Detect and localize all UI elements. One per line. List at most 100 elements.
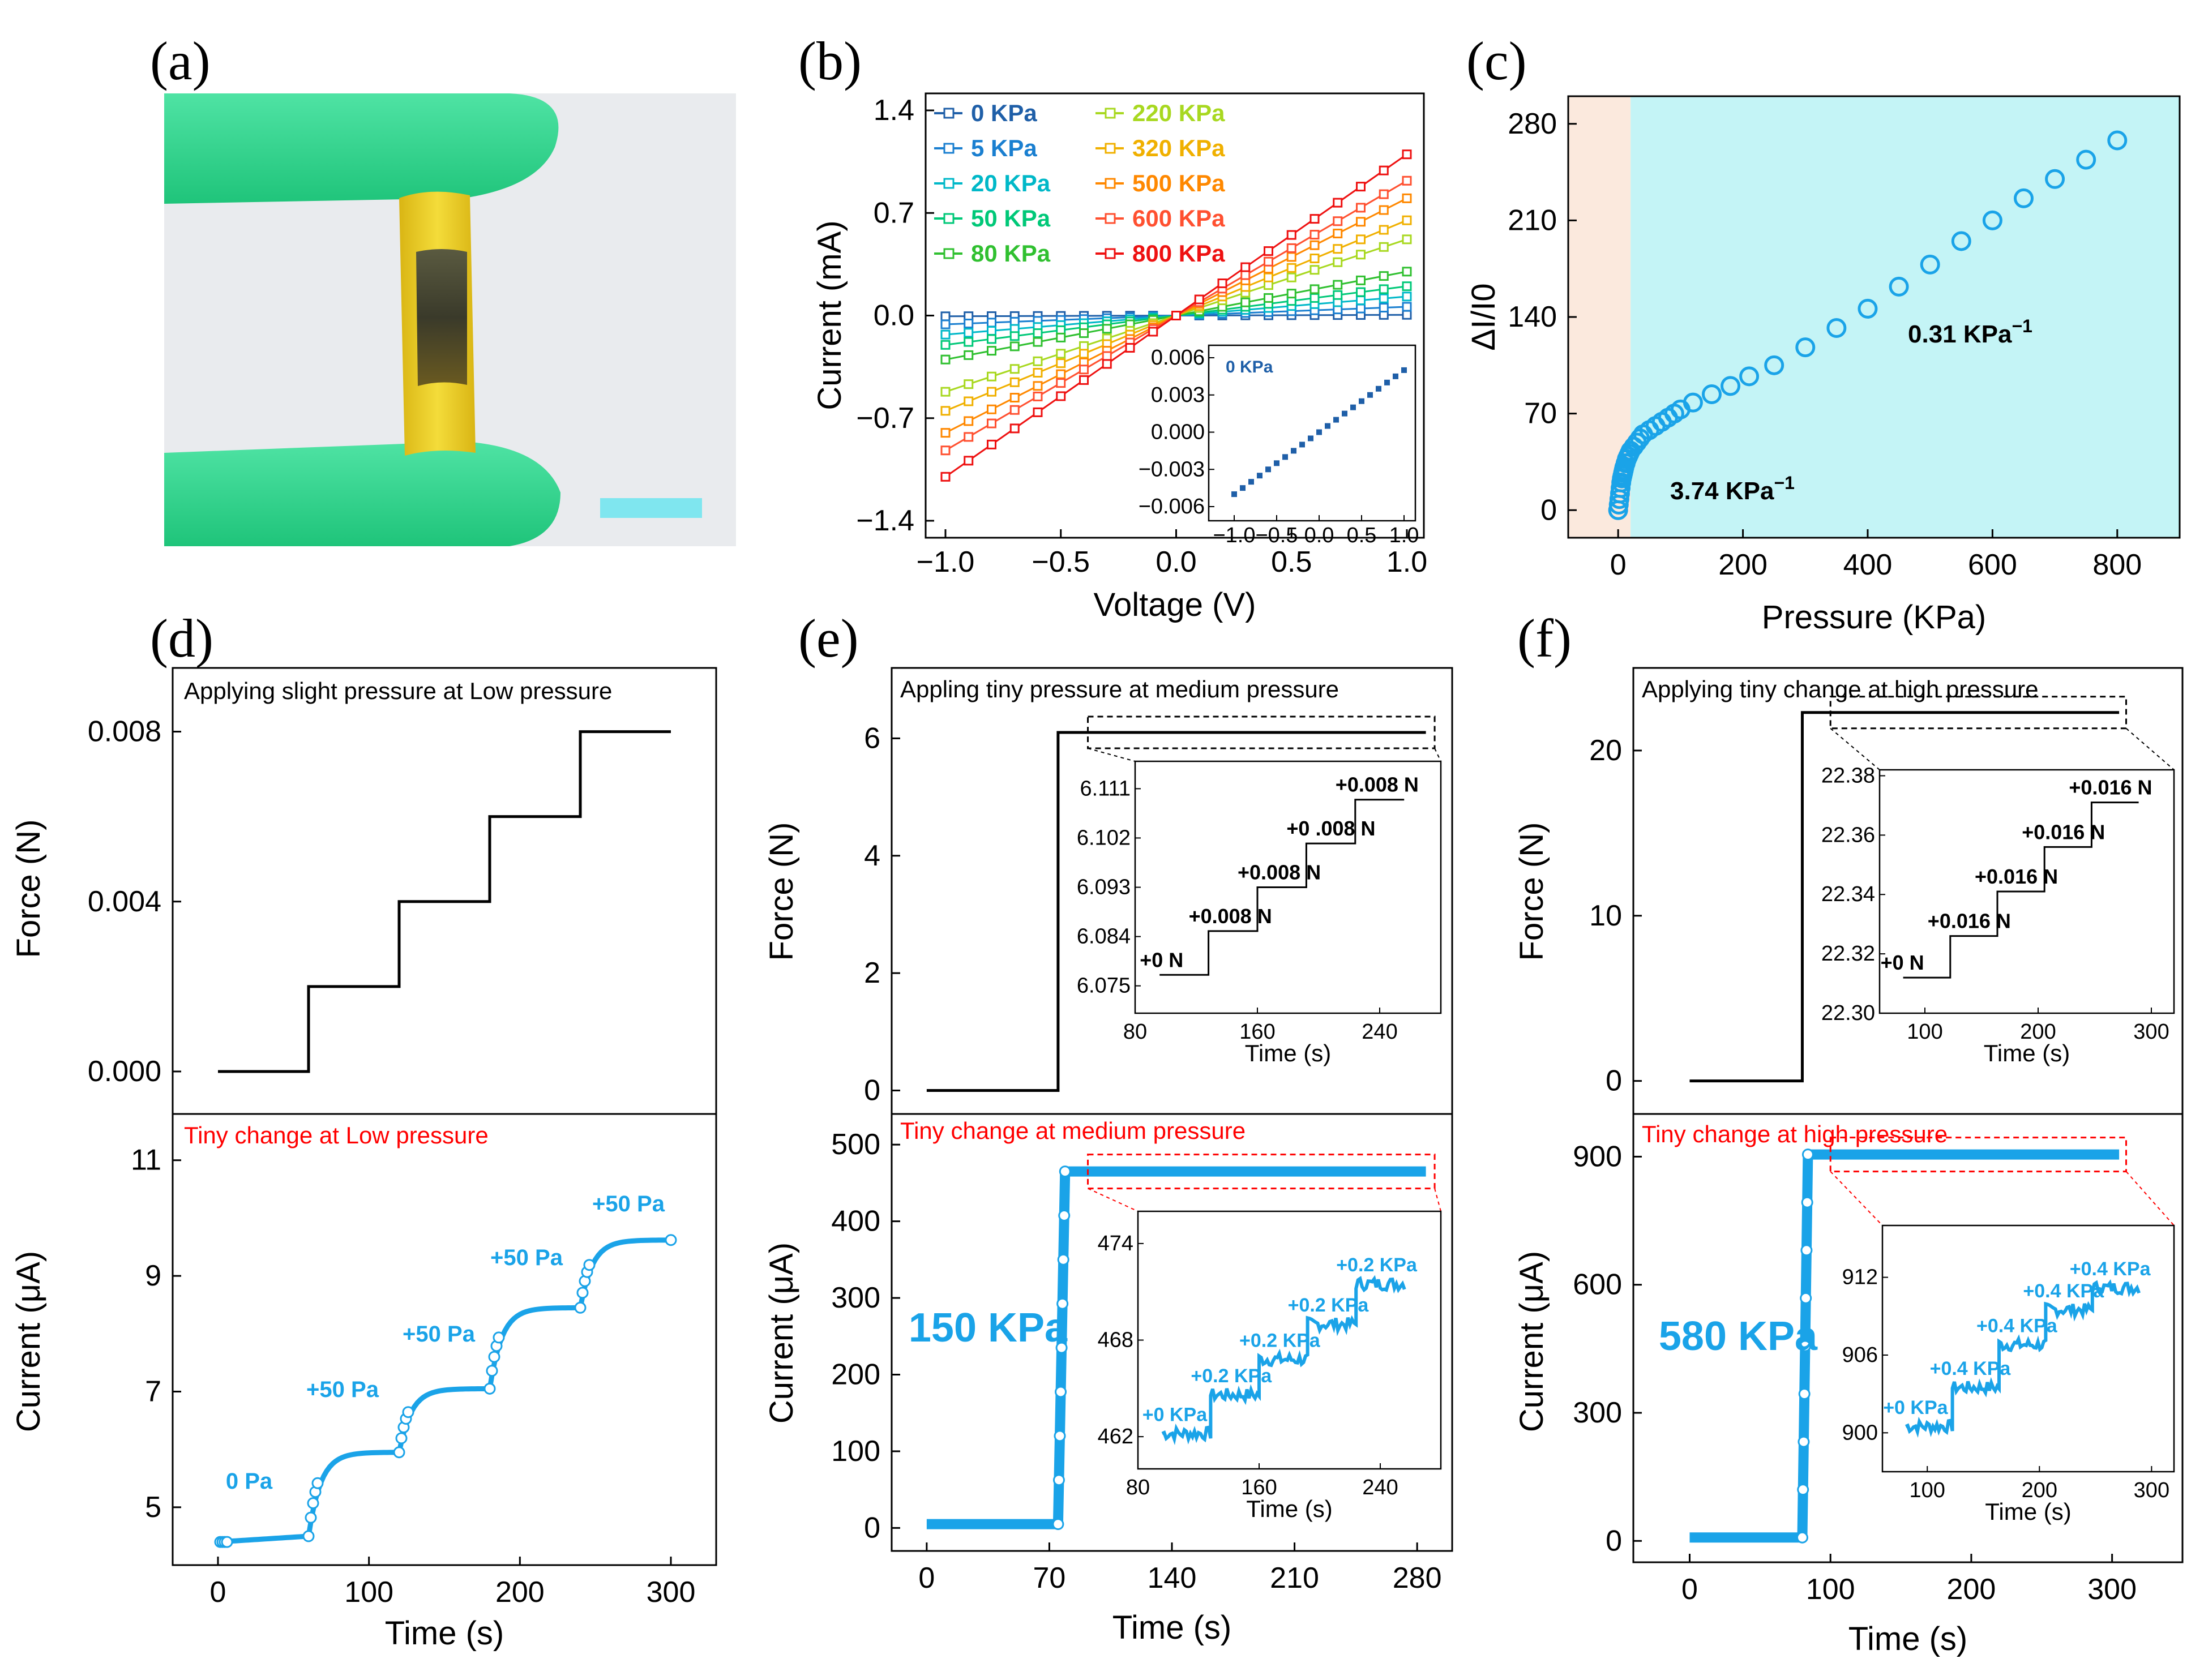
series-marker <box>987 439 996 449</box>
y-tick-label: 100 <box>831 1435 880 1468</box>
series-marker <box>1356 275 1366 285</box>
transition-marker <box>1052 1474 1065 1486</box>
inset-marker <box>1299 442 1305 448</box>
inset-y-tick-label: 6.111 <box>1080 777 1131 800</box>
inset-marker <box>1350 404 1356 410</box>
y-tick-label: 0.7 <box>874 196 914 229</box>
x-tick-label: 140 <box>1148 1562 1197 1595</box>
series-marker <box>1240 262 1251 272</box>
zoom-box <box>1829 1137 2128 1173</box>
series-marker <box>1402 193 1412 203</box>
transition-marker <box>486 1365 498 1377</box>
current-inset-line <box>1161 1275 1406 1446</box>
x-tick-label: 1.0 <box>1386 546 1427 578</box>
y-tick-label: 9 <box>145 1259 161 1292</box>
legend-swatch-marker <box>1105 143 1116 154</box>
series-marker <box>987 325 996 336</box>
transition-marker <box>311 1477 324 1489</box>
inset-x-tick-label: 0.5 <box>1347 524 1377 547</box>
inset-marker <box>1401 367 1407 373</box>
transition-marker <box>1797 1484 1809 1496</box>
inset-x-tick-label: 240 <box>1362 1476 1398 1499</box>
inset-y-tick-label: −0.006 <box>1139 495 1205 518</box>
inset-xlabel: Time (s) <box>1246 1495 1332 1522</box>
inset-marker <box>1325 423 1330 429</box>
transition-marker <box>305 1511 317 1524</box>
series-marker <box>1033 391 1043 401</box>
series-marker <box>1402 292 1412 302</box>
series-marker <box>1033 407 1043 417</box>
legend-swatch-marker <box>1105 248 1116 259</box>
x-tick-label: −0.5 <box>1032 546 1090 578</box>
series-marker <box>1333 244 1343 254</box>
x-tick-label: 0 <box>1681 1573 1698 1606</box>
transition-marker <box>1055 1386 1067 1398</box>
series-marker <box>1333 290 1343 300</box>
y-tick-label: 20 <box>1589 734 1622 767</box>
chart-f-current-title: Tiny change at high pressure <box>1642 1121 1948 1147</box>
zoom-connector <box>2125 1171 2175 1226</box>
inset-marker <box>1231 491 1237 498</box>
zoom-connector <box>1088 748 1136 762</box>
data-point <box>2107 130 2128 151</box>
chart-f-frame <box>1632 667 2184 1563</box>
y-tick-label: 0 <box>864 1074 880 1107</box>
y-tick-label: −1.4 <box>856 504 914 537</box>
inset-marker <box>1291 448 1296 454</box>
series-marker <box>1379 293 1389 303</box>
chart-e: Appling tiny pressure at medium pressure… <box>763 667 1453 1646</box>
transition-marker <box>1057 1253 1069 1266</box>
legend-swatch-marker <box>943 213 955 224</box>
series-marker <box>1171 311 1181 320</box>
current-step-label: +0.2 KPa <box>1288 1295 1370 1316</box>
series-marker <box>987 371 996 382</box>
series-marker <box>940 387 951 397</box>
current-step-label: +0.2 KPa <box>1336 1254 1418 1276</box>
inset-marker <box>1240 485 1246 491</box>
series-marker <box>1402 175 1412 186</box>
series-marker <box>987 346 996 356</box>
force-step-label: +0 .008 N <box>1286 817 1375 840</box>
series-marker <box>940 472 951 482</box>
data-point <box>1764 355 1784 375</box>
x-tick-label: 400 <box>1843 548 1893 581</box>
inset-marker <box>1282 454 1288 460</box>
inset-x-tick-label: 80 <box>1126 1476 1150 1499</box>
chart-c-annotation-low: 3.74 KPa−1 <box>1670 473 1795 505</box>
series-marker <box>1056 349 1066 359</box>
inset-y-tick-label: −0.003 <box>1139 457 1205 481</box>
level-marker <box>574 1301 587 1314</box>
inset-marker <box>1359 398 1364 404</box>
legend-entry: 80 KPa <box>971 240 1051 267</box>
inset-x-tick-label: 0.0 <box>1304 524 1334 547</box>
inset-x-tick-label: 80 <box>1123 1020 1147 1044</box>
level-marker <box>483 1382 496 1395</box>
series-marker <box>1379 189 1389 199</box>
panel-letter-a: (a) <box>150 31 211 91</box>
data-point <box>1826 318 1847 338</box>
inset-y-tick-label: 22.30 <box>1821 1001 1875 1025</box>
chart-d-current-title: Tiny change at Low pressure <box>184 1122 489 1148</box>
series-marker <box>1286 289 1296 299</box>
y-tick-label: 280 <box>1508 108 1557 140</box>
series-marker <box>1009 393 1020 402</box>
data-point <box>1858 298 1878 319</box>
inset-x-tick-label: 300 <box>2133 1020 2169 1044</box>
series-marker <box>1033 328 1043 338</box>
x-tick-label: 0 <box>210 1576 226 1609</box>
inset-marker <box>1393 373 1398 379</box>
panel-letter-d: (d) <box>150 608 213 668</box>
series-marker <box>1379 271 1389 281</box>
inset-y-tick-label: 0.000 <box>1151 421 1205 444</box>
y-tick-label: 10 <box>1589 899 1622 932</box>
force-line <box>218 730 671 1073</box>
zoom-connector <box>1830 1171 1883 1226</box>
data-point <box>1951 231 1971 251</box>
glove-top <box>164 93 559 204</box>
series-marker <box>1148 327 1158 337</box>
legend-swatch-marker <box>943 108 955 119</box>
chart-f-xlabel: Time (s) <box>1848 1621 1967 1657</box>
series-marker <box>1033 381 1043 391</box>
inset-y-tick-label: 6.075 <box>1077 974 1131 998</box>
x-tick-label: 200 <box>1947 1573 1996 1606</box>
